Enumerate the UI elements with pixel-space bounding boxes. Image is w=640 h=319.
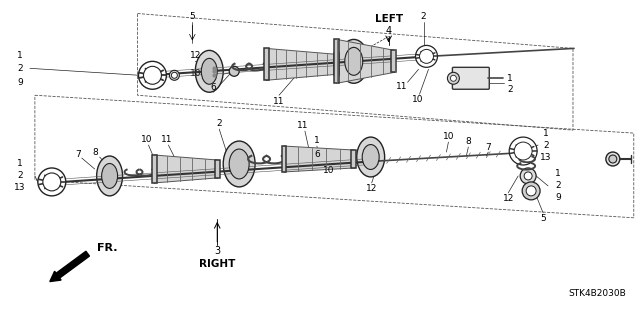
Text: 12: 12 bbox=[189, 51, 201, 60]
Bar bbox=[215, 160, 220, 178]
Text: 2: 2 bbox=[508, 85, 513, 94]
Text: 9: 9 bbox=[17, 78, 23, 87]
Ellipse shape bbox=[195, 50, 223, 92]
Text: 2: 2 bbox=[420, 12, 426, 21]
Text: 7: 7 bbox=[485, 143, 491, 152]
Circle shape bbox=[170, 70, 179, 80]
Bar bbox=[264, 48, 269, 80]
Text: 2: 2 bbox=[17, 64, 23, 73]
Text: 10: 10 bbox=[323, 167, 335, 175]
Text: 10: 10 bbox=[141, 135, 152, 144]
Ellipse shape bbox=[97, 156, 123, 196]
Text: 1: 1 bbox=[17, 51, 23, 60]
Circle shape bbox=[522, 182, 540, 200]
Polygon shape bbox=[284, 146, 354, 172]
Text: 12: 12 bbox=[502, 194, 514, 203]
Ellipse shape bbox=[356, 137, 385, 177]
Polygon shape bbox=[154, 155, 217, 183]
Text: FR.: FR. bbox=[97, 243, 118, 253]
Circle shape bbox=[43, 173, 61, 191]
Text: 2: 2 bbox=[543, 141, 549, 150]
Ellipse shape bbox=[223, 141, 255, 187]
Text: 6: 6 bbox=[211, 83, 216, 92]
Text: 1: 1 bbox=[17, 160, 23, 168]
Text: 1: 1 bbox=[543, 129, 549, 137]
Text: 7: 7 bbox=[75, 150, 81, 159]
Bar bbox=[351, 150, 356, 168]
Text: 2: 2 bbox=[556, 182, 561, 190]
Text: 1: 1 bbox=[555, 169, 561, 178]
Circle shape bbox=[524, 172, 532, 180]
Bar bbox=[334, 53, 339, 75]
Circle shape bbox=[172, 72, 177, 78]
Text: 11: 11 bbox=[297, 121, 308, 130]
Text: 2: 2 bbox=[17, 171, 23, 181]
Text: 8: 8 bbox=[93, 147, 99, 157]
Ellipse shape bbox=[362, 145, 379, 169]
Ellipse shape bbox=[345, 48, 363, 75]
Bar bbox=[391, 50, 396, 72]
Circle shape bbox=[229, 66, 239, 76]
Text: 10: 10 bbox=[443, 131, 454, 141]
Text: 1: 1 bbox=[314, 136, 320, 145]
Polygon shape bbox=[266, 48, 337, 80]
Circle shape bbox=[447, 72, 460, 84]
Circle shape bbox=[514, 142, 532, 160]
Bar bbox=[152, 155, 157, 183]
Circle shape bbox=[609, 155, 617, 163]
FancyArrow shape bbox=[50, 251, 90, 282]
Text: 11: 11 bbox=[273, 97, 285, 106]
Text: 3: 3 bbox=[214, 246, 220, 256]
Bar bbox=[334, 40, 339, 83]
Circle shape bbox=[520, 168, 536, 184]
Text: LEFT: LEFT bbox=[374, 14, 403, 25]
Text: RIGHT: RIGHT bbox=[199, 259, 236, 269]
Text: 10: 10 bbox=[412, 95, 423, 104]
Circle shape bbox=[38, 168, 66, 196]
Text: 5: 5 bbox=[540, 214, 546, 223]
Text: 5: 5 bbox=[189, 12, 195, 21]
Text: 12: 12 bbox=[366, 184, 378, 193]
FancyBboxPatch shape bbox=[452, 67, 489, 89]
Text: 2: 2 bbox=[216, 119, 222, 128]
Circle shape bbox=[415, 45, 438, 67]
Text: STK4B2030B: STK4B2030B bbox=[568, 289, 626, 298]
Text: 13: 13 bbox=[14, 183, 26, 192]
Text: 1: 1 bbox=[508, 74, 513, 83]
Text: 11: 11 bbox=[161, 135, 172, 144]
Ellipse shape bbox=[229, 149, 249, 179]
Circle shape bbox=[138, 61, 166, 89]
Text: 6: 6 bbox=[314, 150, 320, 159]
Text: 13: 13 bbox=[540, 152, 552, 161]
Ellipse shape bbox=[102, 163, 118, 189]
Text: 9: 9 bbox=[555, 193, 561, 202]
Circle shape bbox=[509, 137, 537, 165]
Text: 8: 8 bbox=[465, 137, 471, 145]
Circle shape bbox=[451, 75, 456, 81]
Bar bbox=[282, 146, 287, 172]
Circle shape bbox=[526, 186, 536, 196]
Circle shape bbox=[419, 49, 433, 63]
Circle shape bbox=[143, 66, 161, 84]
Text: 10: 10 bbox=[189, 69, 201, 78]
Ellipse shape bbox=[202, 58, 217, 84]
Polygon shape bbox=[337, 40, 395, 83]
Text: 11: 11 bbox=[396, 82, 407, 91]
Ellipse shape bbox=[339, 40, 369, 83]
Text: 4: 4 bbox=[385, 26, 392, 36]
Circle shape bbox=[606, 152, 620, 166]
